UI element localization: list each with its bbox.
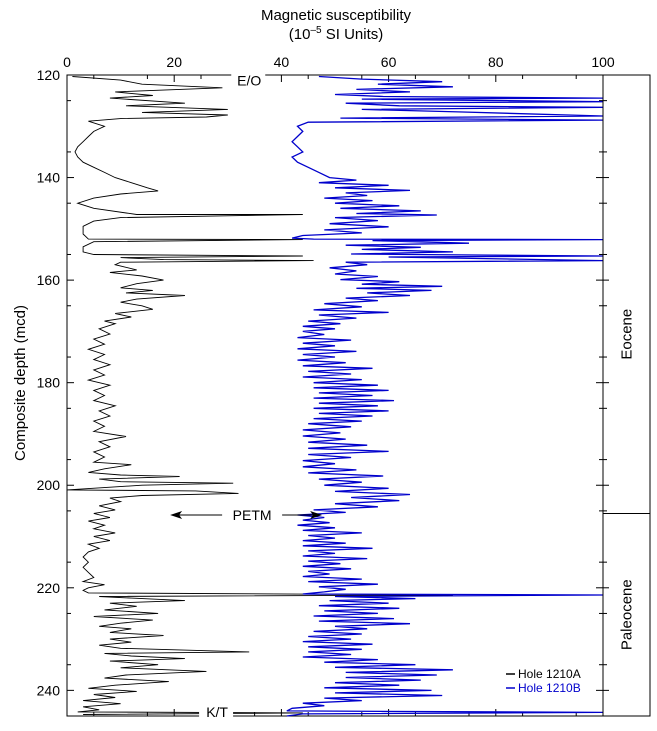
legend-label: Hole 1210A xyxy=(518,667,581,681)
unit-suffix: SI Units) xyxy=(322,26,384,43)
epoch-panel: Eocene Paleocene xyxy=(602,74,651,717)
annotation-kt-label-bg xyxy=(199,702,234,719)
y-tick-label: 200 xyxy=(37,477,61,493)
series-hole-1210b-line xyxy=(286,75,604,717)
y-tick-label: 180 xyxy=(37,375,61,391)
chart-title: Magnetic susceptibility xyxy=(261,7,412,24)
annotation-kt-label: K/T xyxy=(206,704,228,720)
chart-title-unit: (10–5 SI Units) xyxy=(289,25,384,43)
x-tick-label: 20 xyxy=(166,54,182,70)
x-tick-label: 100 xyxy=(591,54,615,70)
x-tick-label: 40 xyxy=(274,54,290,70)
y-tick-label: 140 xyxy=(37,170,61,186)
petm-arrowhead-left xyxy=(170,510,183,519)
epoch-label-paleocene: Paleocene xyxy=(619,579,636,650)
series-hole-1210a-line xyxy=(66,76,453,715)
petm-arrowhead-right xyxy=(310,510,323,519)
unit-prefix: (10 xyxy=(289,26,311,43)
y-tick-label: 240 xyxy=(37,682,61,698)
series-layer xyxy=(66,75,604,717)
x-tick-label: 80 xyxy=(488,54,504,70)
annotation-petm-label: PETM xyxy=(233,507,272,523)
epoch-label-eocene: Eocene xyxy=(619,309,636,360)
legend-label: Hole 1210B xyxy=(518,681,581,695)
unit-exponent: –5 xyxy=(310,25,322,36)
y-tick-label: 220 xyxy=(37,580,61,596)
annotation-eo-label: E/O xyxy=(237,73,261,89)
x-tick-label: 0 xyxy=(63,54,71,70)
y-axis-label: Composite depth (mcd) xyxy=(12,305,29,461)
epoch-frame xyxy=(602,74,651,717)
y-tick-label: 160 xyxy=(37,272,61,288)
x-tick-label: 60 xyxy=(381,54,397,70)
annotation-layer: E/O PETM K/T xyxy=(170,71,323,720)
annotation-eo-label-bg xyxy=(231,71,266,88)
y-tick-label: 120 xyxy=(37,67,61,83)
